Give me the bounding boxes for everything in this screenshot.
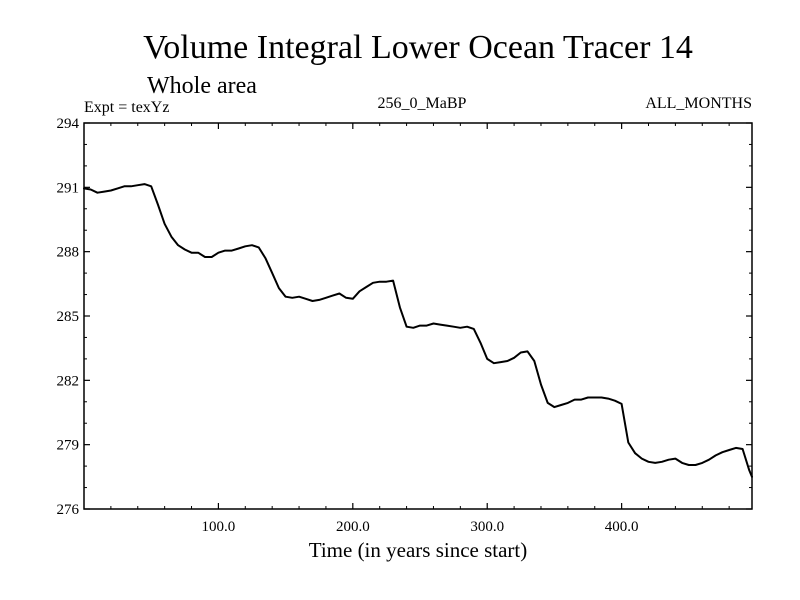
- y-tick-label: 291: [57, 180, 80, 196]
- months-label: ALL_MONTHS: [645, 95, 752, 112]
- chart-title: Volume Integral Lower Ocean Tracer 14: [143, 29, 693, 66]
- y-tick-label: 282: [57, 373, 80, 389]
- x-tick-label: 100.0: [202, 519, 236, 535]
- y-tick-label: 276: [57, 502, 80, 518]
- y-tick-label: 279: [57, 438, 80, 454]
- plot-frame: [83, 122, 753, 510]
- experiment-label: Expt = texYz: [84, 99, 169, 116]
- chart-subtitle: Whole area: [147, 73, 257, 99]
- y-tick-label: 288: [57, 245, 80, 261]
- x-axis-label: Time (in years since start): [309, 538, 528, 562]
- series-line: [83, 183, 753, 478]
- x-tick-label: 200.0: [336, 519, 370, 535]
- x-tick-label: 300.0: [470, 519, 504, 535]
- y-tick-label: 294: [57, 116, 80, 132]
- period-label: 256_0_MaBP: [378, 95, 467, 112]
- axis-ticks: 276 279 282 285 288 291 294 100.0 200.0 300.0 400.…: [57, 116, 752, 535]
- y-tick-label: 285: [57, 309, 80, 325]
- x-tick-label: 400.0: [605, 519, 639, 535]
